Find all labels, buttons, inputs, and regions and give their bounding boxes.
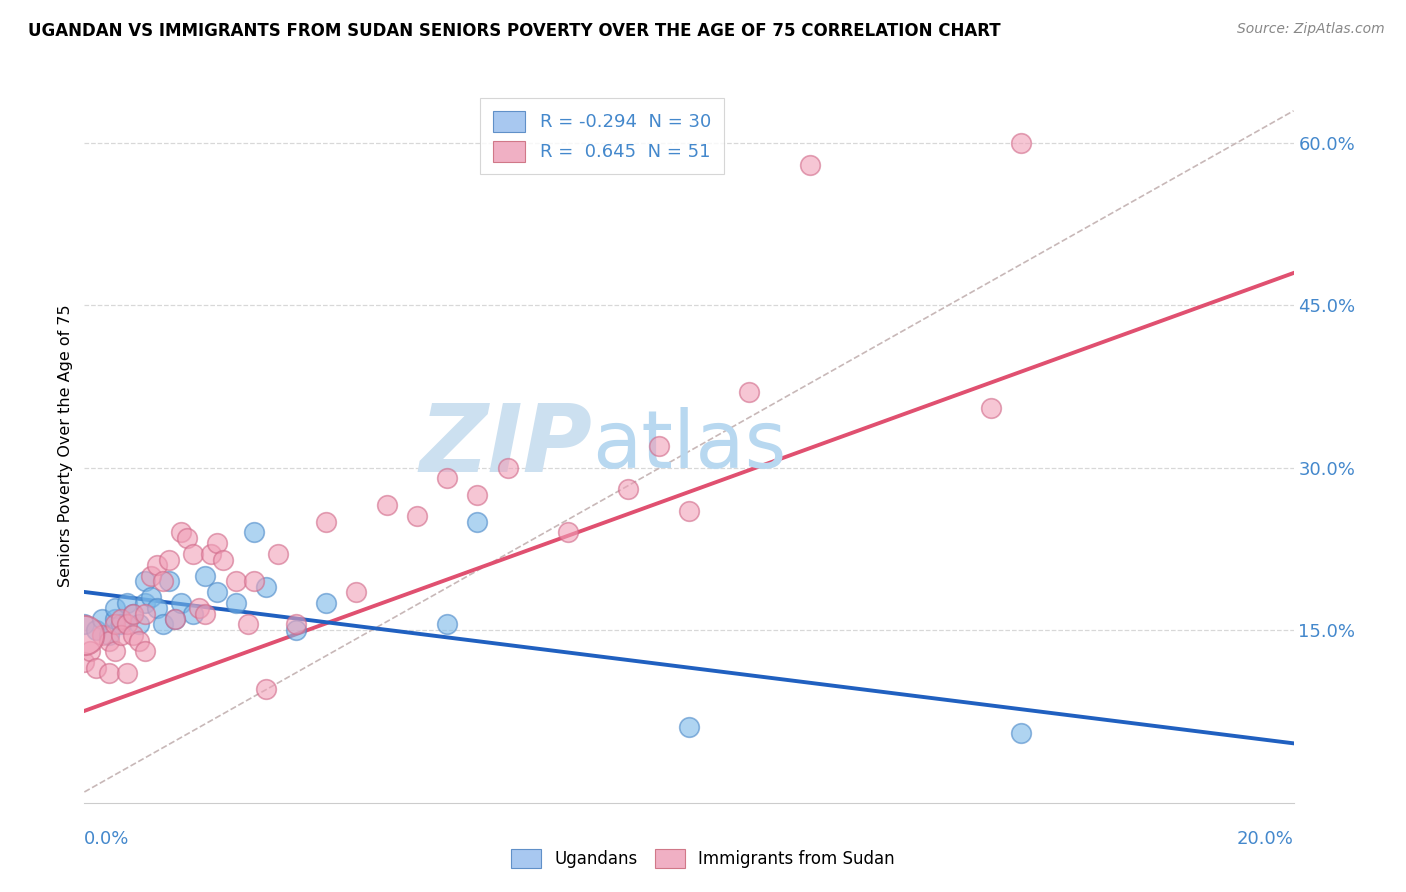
Point xyxy=(678,720,700,734)
Point xyxy=(181,547,204,561)
Text: 0.0%: 0.0% xyxy=(84,830,129,847)
Point xyxy=(128,617,150,632)
Point xyxy=(188,601,211,615)
Point xyxy=(496,460,519,475)
Point xyxy=(86,623,108,637)
Point xyxy=(200,547,222,561)
Point xyxy=(236,617,259,632)
Point xyxy=(146,558,169,572)
Point xyxy=(267,547,290,561)
Point xyxy=(115,666,138,681)
Point xyxy=(97,666,120,681)
Point xyxy=(134,607,156,621)
Point xyxy=(115,596,138,610)
Point xyxy=(91,612,114,626)
Point xyxy=(436,617,458,632)
Point xyxy=(254,682,277,697)
Point xyxy=(157,552,180,566)
Point xyxy=(1011,725,1033,739)
Point xyxy=(104,612,127,626)
Point xyxy=(194,607,217,621)
Point xyxy=(1011,136,1033,151)
Point xyxy=(436,471,458,485)
Point xyxy=(467,515,489,529)
Text: ZIP: ZIP xyxy=(419,400,592,492)
Point xyxy=(134,644,156,658)
Point xyxy=(97,628,120,642)
Point xyxy=(285,623,308,637)
Point xyxy=(157,574,180,589)
Point xyxy=(181,607,204,621)
Point xyxy=(134,574,156,589)
Point xyxy=(315,515,337,529)
Point xyxy=(212,552,235,566)
Text: Source: ZipAtlas.com: Source: ZipAtlas.com xyxy=(1237,22,1385,37)
Legend: R = -0.294  N = 30, R =  0.645  N = 51: R = -0.294 N = 30, R = 0.645 N = 51 xyxy=(481,98,724,174)
Point xyxy=(738,384,761,399)
Point xyxy=(170,525,193,540)
Point xyxy=(346,585,368,599)
Point xyxy=(678,504,700,518)
Point xyxy=(104,644,127,658)
Point xyxy=(146,601,169,615)
Point xyxy=(406,509,429,524)
Point xyxy=(73,617,96,632)
Text: 20.0%: 20.0% xyxy=(1237,830,1294,847)
Text: atlas: atlas xyxy=(592,407,786,485)
Point xyxy=(375,499,398,513)
Point xyxy=(225,596,247,610)
Point xyxy=(91,628,114,642)
Point xyxy=(139,568,162,582)
Text: UGANDAN VS IMMIGRANTS FROM SUDAN SENIORS POVERTY OVER THE AGE OF 75 CORRELATION : UGANDAN VS IMMIGRANTS FROM SUDAN SENIORS… xyxy=(28,22,1001,40)
Point xyxy=(285,617,308,632)
Y-axis label: Seniors Poverty Over the Age of 75: Seniors Poverty Over the Age of 75 xyxy=(58,305,73,587)
Point xyxy=(110,612,132,626)
Point xyxy=(86,660,108,674)
Point xyxy=(97,633,120,648)
Point xyxy=(225,574,247,589)
Point xyxy=(617,482,640,496)
Point xyxy=(165,612,187,626)
Point xyxy=(134,596,156,610)
Point xyxy=(104,601,127,615)
Point xyxy=(315,596,337,610)
Point xyxy=(467,488,489,502)
Point xyxy=(176,531,198,545)
Point xyxy=(152,574,174,589)
Point xyxy=(110,628,132,642)
Point xyxy=(152,617,174,632)
Point xyxy=(207,585,229,599)
Point xyxy=(139,591,162,605)
Point xyxy=(110,617,132,632)
Point xyxy=(207,536,229,550)
Point xyxy=(242,525,264,540)
Point xyxy=(980,401,1002,416)
Point xyxy=(115,617,138,632)
Point xyxy=(121,607,143,621)
Point xyxy=(121,607,143,621)
Point xyxy=(128,633,150,648)
Point xyxy=(104,617,127,632)
Point xyxy=(79,644,101,658)
Point xyxy=(194,568,217,582)
Point xyxy=(73,655,96,669)
Point xyxy=(557,525,579,540)
Point xyxy=(254,580,277,594)
Point xyxy=(73,628,96,642)
Legend: Ugandans, Immigrants from Sudan: Ugandans, Immigrants from Sudan xyxy=(505,842,901,875)
Point xyxy=(170,596,193,610)
Point xyxy=(121,628,143,642)
Point xyxy=(799,158,821,172)
Point xyxy=(165,612,187,626)
Point xyxy=(242,574,264,589)
Point xyxy=(648,439,671,453)
